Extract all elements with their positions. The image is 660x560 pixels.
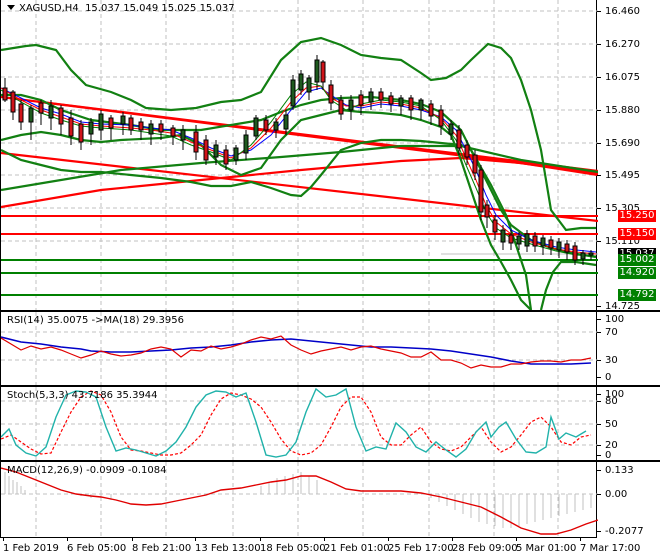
- price-tick: 15.305: [597, 203, 640, 214]
- stochastic-axis: 100 80 50 20 0: [597, 387, 660, 461]
- macd-tick: 0.00: [597, 489, 627, 500]
- time-label: 6 Feb 05:00: [67, 537, 127, 554]
- rsi-tick: 30: [597, 355, 618, 366]
- pane-separator[interactable]: [0, 310, 660, 312]
- triangle-down-icon[interactable]: [7, 5, 15, 10]
- support-tag: 14.920: [618, 267, 656, 279]
- rsi-title: RSI(14) 35.0075 ->MA(18) 29.3956: [7, 315, 184, 326]
- price-chart-pane[interactable]: XAGUSD,H4 15.037 15.049 15.025 15.037: [0, 0, 598, 310]
- pane-separator[interactable]: [0, 385, 660, 387]
- stoch-title: Stoch(5,3,3) 43.7186 35.3944: [7, 390, 158, 401]
- stoch-signal-line: [1, 390, 592, 456]
- price-tick: 16.460: [597, 6, 640, 17]
- stoch-tick: 0: [597, 450, 611, 461]
- price-axis[interactable]: 16.460 16.270 16.075 15.880 15.690 15.49…: [597, 0, 660, 312]
- time-axis-line: [0, 537, 597, 538]
- time-label: 21 Feb 01:00: [324, 537, 390, 554]
- resistance-tag: 15.150: [618, 228, 656, 240]
- price-tick: 14.725: [597, 301, 640, 312]
- price-tick: 16.270: [597, 39, 640, 50]
- price-chart-canvas: [1, 0, 598, 310]
- time-axis[interactable]: 1 Feb 2019 6 Feb 05:00 8 Feb 21:00 13 Fe…: [0, 537, 660, 560]
- price-tick: 15.495: [597, 170, 640, 181]
- rsi-tick: 70: [597, 327, 618, 338]
- time-label: 25 Feb 17:00: [388, 537, 454, 554]
- time-label: 13 Feb 13:00: [195, 537, 261, 554]
- macd-axis: 0.133 0.00 -0.2077: [597, 462, 660, 537]
- price-chart-title: XAGUSD,H4 15.037 15.049 15.025 15.037: [7, 3, 235, 14]
- rsi-pane[interactable]: RSI(14) 35.0075 ->MA(18) 29.3956: [0, 312, 598, 385]
- macd-title: MACD(12,26,9) -0.0909 -0.1084: [7, 465, 167, 476]
- price-tick: 15.880: [597, 105, 640, 116]
- candlesticks: [2, 55, 594, 265]
- stoch-tick: 50: [597, 419, 618, 430]
- red-trendlines: [1, 95, 598, 223]
- resistance-tag: 15.250: [618, 210, 656, 222]
- macd-tick: -0.2077: [597, 526, 644, 537]
- stochastic-pane[interactable]: Stoch(5,3,3) 43.7186 35.3944: [0, 387, 598, 460]
- price-grid: [1, 0, 598, 310]
- price-tick: 16.075: [597, 72, 640, 83]
- time-label: 18 Feb 05:00: [260, 537, 326, 554]
- symbol-label: XAGUSD,H4: [19, 3, 79, 14]
- pane-separator[interactable]: [0, 460, 660, 462]
- macd-tick: 0.133: [597, 465, 634, 476]
- rsi-canvas: [1, 312, 598, 385]
- time-label: 7 Mar 17:00: [580, 537, 641, 554]
- rsi-tick: 0: [597, 372, 611, 383]
- rsi-ma-line: [1, 336, 592, 365]
- support-tag: 14.792: [618, 289, 656, 301]
- rsi-tick: 100: [597, 314, 624, 325]
- macd-histogram: [4, 472, 592, 528]
- time-label: 28 Feb 09:00: [452, 537, 518, 554]
- time-label: 5 Mar 01:00: [516, 537, 577, 554]
- rsi-axis: 100 70 30 0: [597, 312, 660, 385]
- price-tick: 15.690: [597, 138, 640, 149]
- stoch-tick: 100: [597, 389, 624, 400]
- support-tag: 15.002: [618, 254, 656, 266]
- moving-averages: [1, 81, 597, 257]
- long-ma-green: [1, 144, 598, 192]
- time-label: 1 Feb 2019: [3, 537, 59, 554]
- rsi-line: [1, 335, 592, 369]
- macd-pane[interactable]: MACD(12,26,9) -0.0909 -0.1084: [0, 462, 598, 537]
- ohlc-values: 15.037 15.049 15.025 15.037: [85, 3, 235, 14]
- stochastic-canvas: [1, 387, 598, 460]
- time-label: 8 Feb 21:00: [132, 537, 192, 554]
- macd-signal-line: [1, 467, 598, 535]
- macd-canvas: [1, 462, 598, 537]
- price-tick: 15.110: [597, 236, 640, 247]
- stoch-tick: 20: [597, 440, 618, 451]
- stoch-tick: 80: [597, 396, 618, 407]
- stoch-main-line: [1, 387, 587, 458]
